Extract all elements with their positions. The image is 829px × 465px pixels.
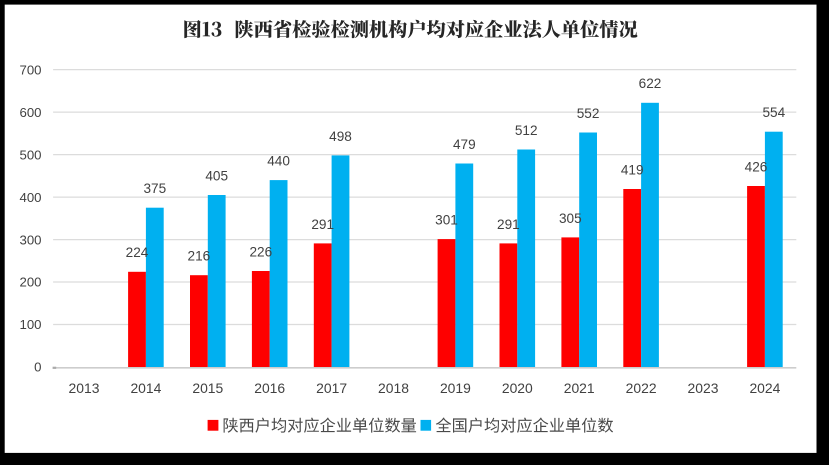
svg-text:224: 224: [126, 245, 149, 260]
svg-text:2022: 2022: [626, 380, 657, 396]
svg-text:500: 500: [19, 147, 41, 162]
svg-text:400: 400: [19, 190, 41, 205]
svg-text:552: 552: [577, 106, 600, 121]
svg-text:2019: 2019: [440, 380, 471, 396]
svg-text:2013: 2013: [69, 380, 100, 396]
svg-text:0: 0: [34, 360, 41, 375]
svg-text:700: 700: [19, 62, 41, 77]
svg-text:300: 300: [19, 232, 41, 247]
svg-text:512: 512: [515, 123, 538, 138]
svg-text:226: 226: [249, 244, 272, 259]
svg-text:291: 291: [311, 217, 334, 232]
svg-text:2014: 2014: [130, 380, 161, 396]
svg-text:2024: 2024: [749, 380, 780, 396]
svg-text:2020: 2020: [502, 380, 533, 396]
svg-text:375: 375: [143, 181, 166, 196]
svg-text:2015: 2015: [192, 380, 223, 396]
svg-text:100: 100: [19, 317, 41, 332]
svg-text:200: 200: [19, 275, 41, 290]
svg-text:405: 405: [205, 168, 228, 183]
svg-text:216: 216: [188, 249, 211, 264]
svg-text:479: 479: [453, 137, 476, 152]
svg-text:301: 301: [435, 213, 458, 228]
svg-text:554: 554: [762, 105, 785, 120]
svg-text:2023: 2023: [688, 380, 719, 396]
svg-text:426: 426: [745, 159, 768, 174]
svg-text:2018: 2018: [378, 380, 409, 396]
svg-text:419: 419: [621, 162, 644, 177]
svg-text:2016: 2016: [254, 380, 285, 396]
svg-text:440: 440: [267, 154, 290, 169]
svg-text:600: 600: [19, 105, 41, 120]
svg-text:2021: 2021: [564, 380, 595, 396]
svg-text:305: 305: [559, 211, 582, 226]
svg-text:498: 498: [329, 129, 352, 144]
svg-text:291: 291: [497, 217, 520, 232]
svg-text:622: 622: [639, 76, 662, 91]
svg-text:2017: 2017: [316, 380, 347, 396]
